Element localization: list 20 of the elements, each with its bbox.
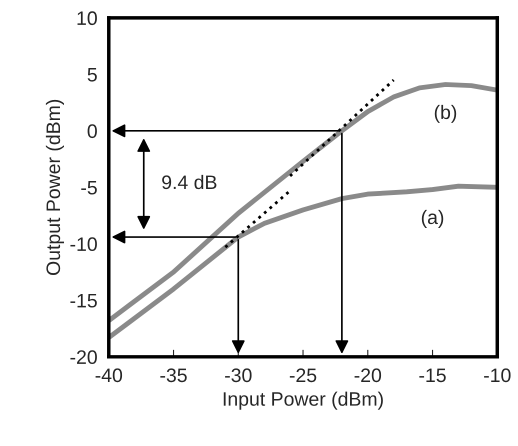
x-tick-label: -20	[354, 368, 382, 382]
line-series	[108, 82, 498, 324]
y-tick-label: -10	[70, 237, 97, 252]
annotation: 9.4 dB	[162, 174, 216, 190]
y-axis-title: Output Power (dBm)	[46, 100, 64, 276]
y-tick-label: 0	[88, 124, 97, 138]
x-tick-label: -40	[96, 368, 122, 382]
x-tick-label: -35	[160, 368, 187, 382]
y-tick-label: -5	[81, 180, 97, 195]
x-tick-label: -15	[419, 368, 446, 382]
y-tick-label: 5	[88, 68, 97, 82]
x-axis-title: Input Power (dBm)	[224, 392, 383, 410]
x-tick-label: -25	[290, 368, 316, 382]
series-label: (b)	[434, 104, 456, 123]
y-tick-label: 10	[78, 11, 97, 26]
y-tick-label: -20	[70, 350, 97, 364]
series-label: (a)	[422, 210, 444, 228]
x-tick-label: -30	[225, 368, 252, 382]
y-tick-label: -15	[70, 294, 97, 308]
x-tick-label: -10	[484, 368, 511, 382]
